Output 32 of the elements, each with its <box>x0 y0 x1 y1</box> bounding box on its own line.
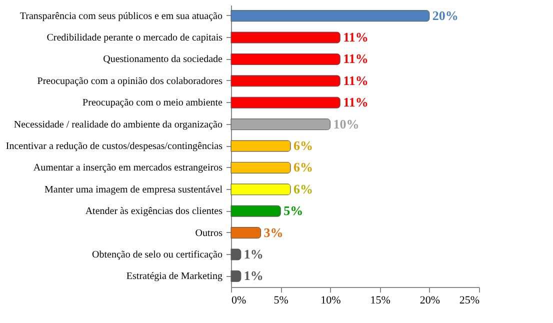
data-label: 6% <box>294 160 314 175</box>
y-tick-label: Preocupação com a opinião dos colaboradores <box>37 76 223 87</box>
y-tick-label: Questionamento da sociedade <box>103 54 224 66</box>
y-tick-label: Aumentar a inserção em mercados estrangeiros <box>33 162 223 174</box>
data-label: 6% <box>294 181 314 196</box>
y-tick-label: Atender às exigências dos clientes <box>85 206 223 218</box>
x-tick-label: 5% <box>274 294 288 306</box>
y-tick-label: Transparência com seus públicos e em sua atuação <box>20 10 222 22</box>
y-tick-label: Incentivar a redução de custos/despesas/contingências <box>6 141 223 152</box>
data-label: 11% <box>343 30 368 45</box>
x-tick-label: 0% <box>232 294 246 306</box>
x-tick-label: 25% <box>459 294 480 306</box>
data-label: 1% <box>244 268 264 284</box>
y-tick-label: Manter uma imagem de empresa sustentável <box>44 184 223 196</box>
data-label: 6% <box>294 138 314 153</box>
y-tick-label: Estratégia de Marketing <box>126 271 222 282</box>
y-tick-label: Necessidade / realidade do ambiente da organização <box>14 119 222 130</box>
data-label: 1% <box>244 246 264 262</box>
data-label: 11% <box>343 72 368 88</box>
data-label: 20% <box>432 8 458 23</box>
y-tick-label: Obtenção de selo ou certificação <box>92 249 222 260</box>
y-tick-label: Outros <box>195 228 223 239</box>
data-label: 5% <box>284 203 304 218</box>
y-tick-label: Credibilidade perante o mercado de capitais <box>46 32 223 44</box>
x-tick-label: 15% <box>370 294 390 306</box>
y-tick-label: Preocupação com o meio ambiente <box>82 98 224 109</box>
x-tick-label: 10% <box>320 294 341 306</box>
data-label: 10% <box>333 116 360 132</box>
data-label: 11% <box>343 94 368 110</box>
data-label: 3% <box>264 224 284 240</box>
x-tick-label: 20% <box>420 294 440 306</box>
data-label: 11% <box>343 51 368 66</box>
